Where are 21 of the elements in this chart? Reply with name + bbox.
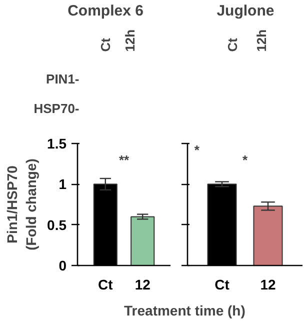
y-tick-label: 0 [58,258,67,274]
annotation: * [242,152,248,168]
chart-title: Juglone [216,2,274,20]
text: PIN1- [46,71,80,86]
y-axis-title: Pin1/HSP70 (Fold change) [4,158,40,250]
text: 12h [122,29,138,52]
chart-title: Complex 6 [68,2,144,20]
x-tick-label: Ct [98,276,114,292]
annotation: * [194,142,200,158]
text: 12h [254,29,269,52]
annotation: ** [118,152,130,168]
x-tick-label: Ct [214,276,230,292]
text: Ct [98,37,113,52]
x-axis-title: Treatment time (h) [124,302,246,318]
y-tick-label: 1 [58,176,67,192]
x-tick-label: 12 [260,276,276,292]
x-tick-label: 12 [134,276,151,292]
y-tick-label: 0.5 [47,216,67,233]
text: Ct [224,37,240,52]
y-tick-label: 1.5 [47,136,67,152]
text: HSP70- [34,101,80,116]
